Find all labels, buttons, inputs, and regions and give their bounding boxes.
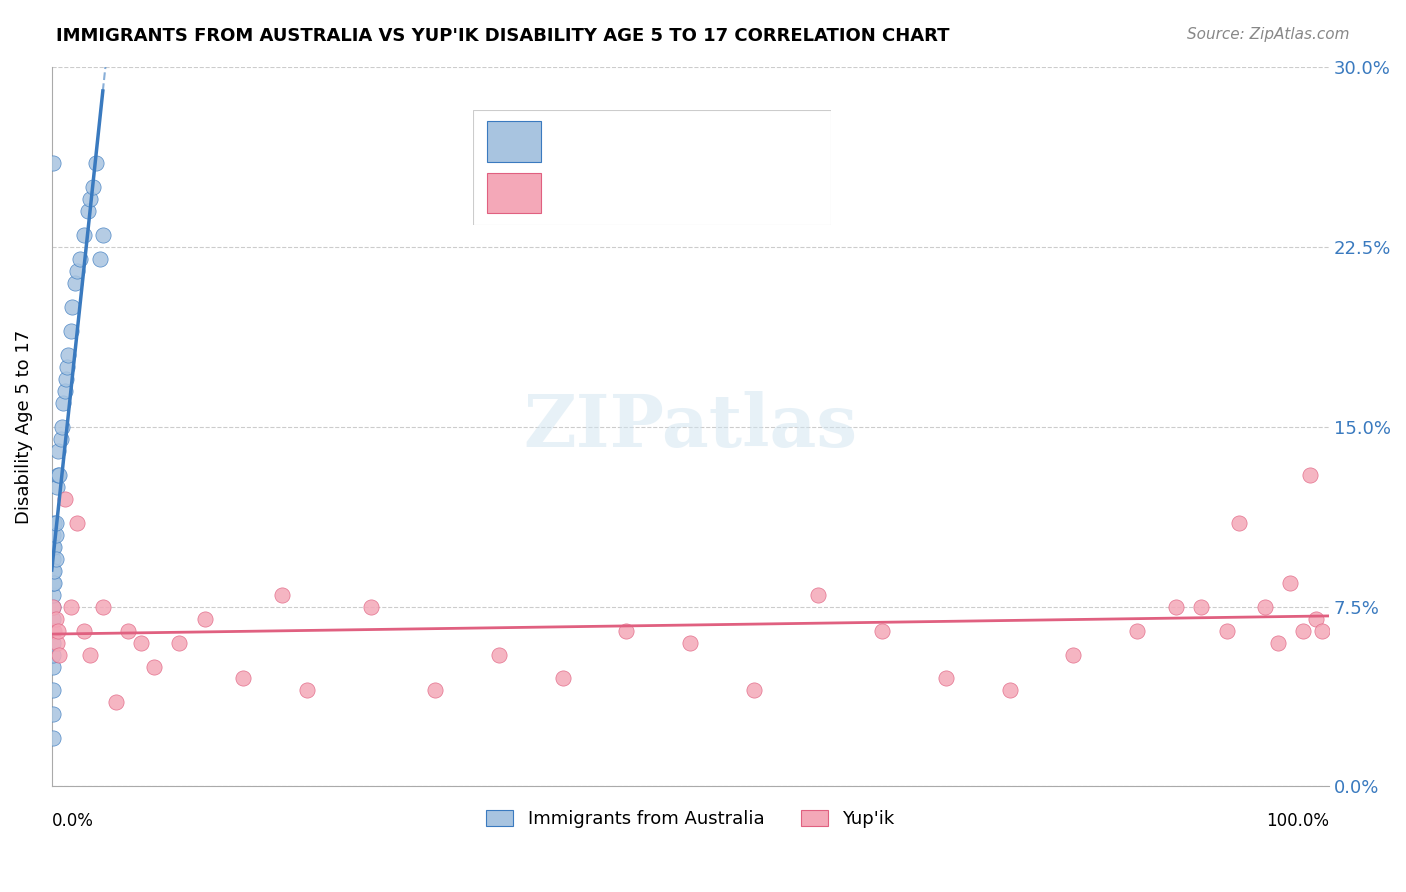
- Text: IMMIGRANTS FROM AUSTRALIA VS YUP'IK DISABILITY AGE 5 TO 17 CORRELATION CHART: IMMIGRANTS FROM AUSTRALIA VS YUP'IK DISA…: [56, 27, 949, 45]
- Point: [194, 611, 217, 625]
- Point: [44, 575, 66, 590]
- Text: 0.0%: 0.0%: [52, 812, 94, 830]
- Point: [52, 395, 75, 409]
- Text: ZIPatlas: ZIPatlas: [523, 391, 858, 462]
- Point: [49, 432, 72, 446]
- Point: [51, 419, 73, 434]
- Point: [42, 587, 65, 601]
- Point: [45, 479, 67, 493]
- Point: [44, 540, 66, 554]
- Point: [742, 683, 765, 698]
- Point: [104, 696, 127, 710]
- Point: [42, 540, 65, 554]
- Point: [142, 659, 165, 673]
- Point: [1215, 624, 1237, 638]
- Point: [56, 359, 79, 374]
- Point: [1227, 516, 1250, 530]
- Point: [360, 599, 382, 614]
- Point: [63, 276, 86, 290]
- Point: [1279, 575, 1302, 590]
- Point: [45, 516, 67, 530]
- Point: [79, 648, 101, 662]
- Point: [1267, 635, 1289, 649]
- Point: [1164, 599, 1187, 614]
- Point: [42, 155, 65, 169]
- Point: [53, 384, 76, 398]
- Point: [1126, 624, 1149, 638]
- Point: [42, 611, 65, 625]
- Point: [59, 324, 82, 338]
- Point: [73, 227, 96, 242]
- Point: [48, 648, 70, 662]
- Point: [44, 564, 66, 578]
- Point: [551, 672, 574, 686]
- Point: [1298, 467, 1320, 482]
- Point: [76, 203, 98, 218]
- Point: [66, 263, 89, 277]
- Point: [89, 252, 111, 266]
- Point: [73, 624, 96, 638]
- Point: [79, 192, 101, 206]
- Point: [42, 527, 65, 541]
- Point: [55, 371, 77, 385]
- Point: [488, 648, 510, 662]
- Point: [117, 624, 139, 638]
- Point: [91, 227, 114, 242]
- Point: [1305, 611, 1327, 625]
- Point: [46, 624, 69, 638]
- Point: [45, 635, 67, 649]
- Point: [42, 635, 65, 649]
- Point: [423, 683, 446, 698]
- Point: [169, 635, 191, 649]
- Point: [58, 347, 80, 361]
- Point: [42, 575, 65, 590]
- Point: [66, 516, 89, 530]
- Point: [42, 564, 65, 578]
- Point: [1254, 599, 1277, 614]
- Point: [42, 624, 65, 638]
- Legend: Immigrants from Australia, Yup'ik: Immigrants from Australia, Yup'ik: [479, 802, 901, 835]
- Point: [46, 467, 69, 482]
- Point: [1292, 624, 1315, 638]
- Point: [69, 252, 91, 266]
- Point: [42, 683, 65, 698]
- Point: [295, 683, 318, 698]
- Point: [232, 672, 254, 686]
- Point: [42, 731, 65, 746]
- Point: [45, 527, 67, 541]
- Point: [616, 624, 638, 638]
- Point: [86, 155, 108, 169]
- Point: [53, 491, 76, 506]
- Y-axis label: Disability Age 5 to 17: Disability Age 5 to 17: [15, 329, 32, 524]
- Point: [46, 443, 69, 458]
- Point: [807, 587, 830, 601]
- Point: [42, 659, 65, 673]
- Point: [45, 551, 67, 566]
- Point: [270, 587, 292, 601]
- Point: [1062, 648, 1084, 662]
- Point: [44, 624, 66, 638]
- Point: [91, 599, 114, 614]
- Text: 100.0%: 100.0%: [1265, 812, 1329, 830]
- Point: [679, 635, 702, 649]
- Point: [59, 599, 82, 614]
- Point: [45, 611, 67, 625]
- Point: [60, 300, 83, 314]
- Point: [42, 599, 65, 614]
- Point: [1189, 599, 1212, 614]
- Point: [998, 683, 1021, 698]
- Point: [870, 624, 893, 638]
- Point: [48, 467, 70, 482]
- Text: Source: ZipAtlas.com: Source: ZipAtlas.com: [1187, 27, 1350, 42]
- Point: [42, 707, 65, 722]
- Point: [129, 635, 152, 649]
- Point: [42, 599, 65, 614]
- Point: [935, 672, 957, 686]
- Point: [42, 551, 65, 566]
- Point: [1312, 624, 1334, 638]
- Point: [44, 516, 66, 530]
- Point: [82, 179, 104, 194]
- Point: [42, 648, 65, 662]
